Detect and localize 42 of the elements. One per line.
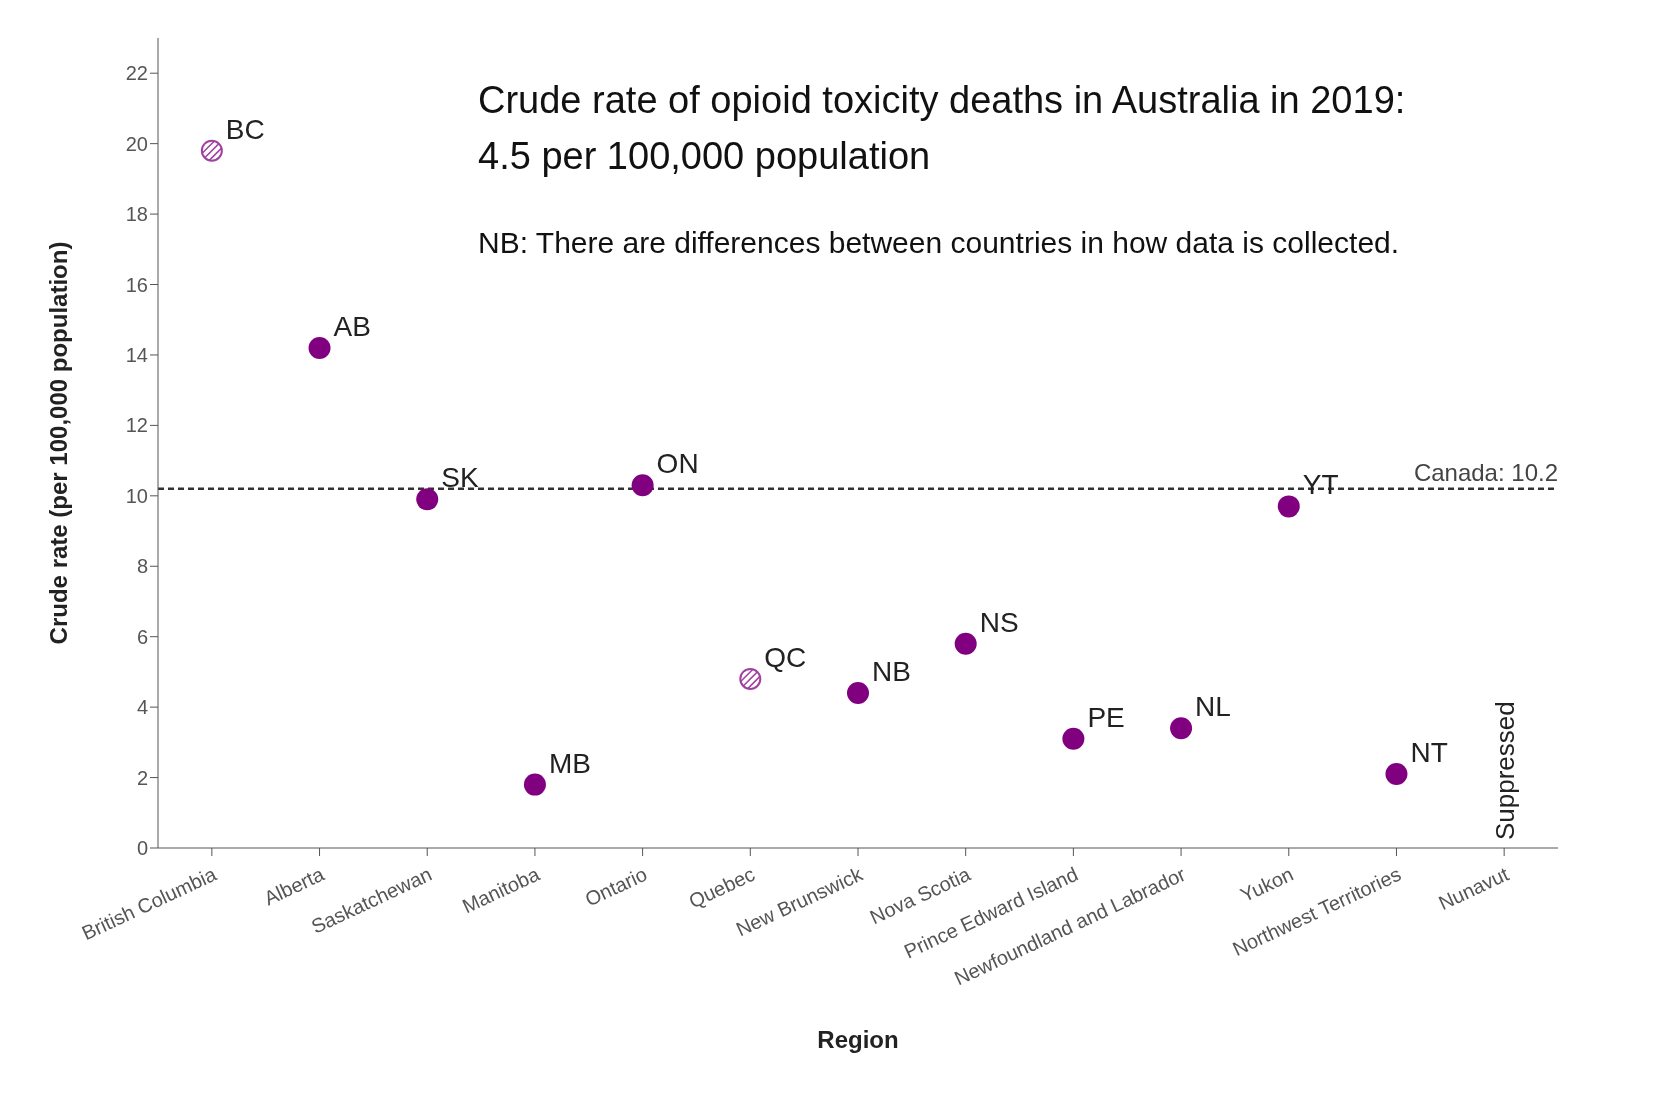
text: Crude rate of opioid toxicity deaths in Australia in 2019: 4.5 per 100,000 population [478,78,1406,179]
annotation: SK [441,462,479,494]
point [1062,727,1085,750]
annotation: Suppressed [1490,701,1521,840]
y-tick-label: 6 [136,625,148,648]
x-tick-label: Ontario [581,862,651,911]
y-tick-label: 8 [136,555,148,578]
point [1277,495,1300,518]
annotation: ON [656,448,699,480]
x-axis-title: Region [817,1026,899,1053]
annotation: NB [872,656,911,688]
y-tick-label: 20 [125,132,148,155]
y-tick-label: 18 [125,203,148,226]
annotation: MB [548,747,591,779]
annotation: NL [1195,691,1231,723]
annotation: NS [979,606,1019,638]
point [847,682,869,705]
point [1170,717,1193,740]
annotation: QC [764,641,807,673]
point [308,336,331,359]
annotation: BC [225,113,265,145]
y-tick-label: 4 [136,696,148,719]
y-tick-label: 16 [125,273,148,296]
annotation: YT [1302,469,1339,501]
y-tick-label: 22 [125,62,148,85]
y-tick-label: 0 [136,837,148,860]
y-tick-label: 14 [125,344,148,367]
point [523,773,546,796]
point [416,488,439,511]
annotation: AB [333,310,371,342]
x-tick-label: Yukon [1236,862,1297,907]
y-axis-title: Crude rate (per 100,000 population) [44,241,72,645]
annotation: PE [1087,701,1125,733]
y-tick-label: 2 [136,766,148,789]
annotation: NT [1410,737,1448,769]
point [1385,763,1408,786]
ref-line-label: Canada: 10.2 [1413,458,1558,486]
y-tick-label: 12 [125,414,148,437]
text: NB: There are differences between countries in how data is collected. [478,226,1400,260]
point [631,474,654,497]
y-tick-label: 10 [125,484,148,507]
point [954,632,977,655]
